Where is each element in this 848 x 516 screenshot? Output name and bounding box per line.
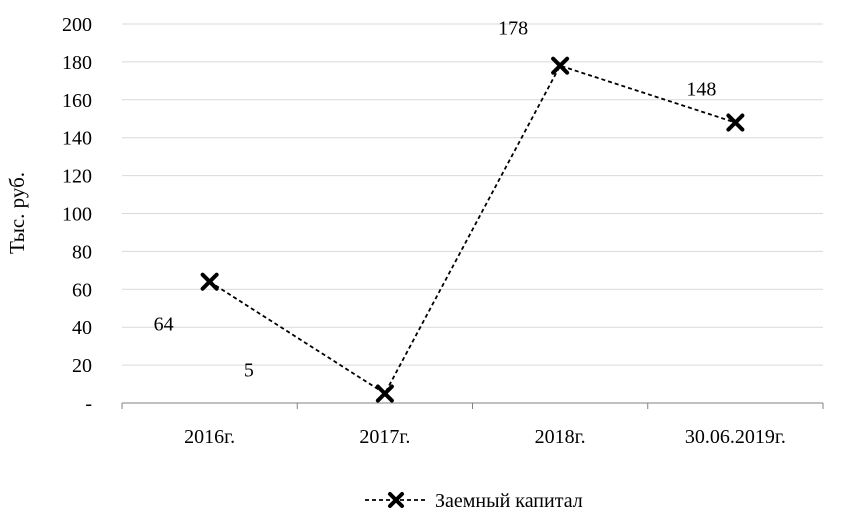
data-point-x-marker bbox=[726, 113, 745, 132]
y-tick-label: 20 bbox=[72, 355, 92, 377]
y-tick-label: 200 bbox=[62, 14, 92, 36]
data-label: 178 bbox=[498, 18, 528, 40]
y-tick-label: 180 bbox=[62, 52, 92, 74]
x-tick-label: 2018г. bbox=[535, 426, 586, 448]
x-tick-label: 30.06.2019г. bbox=[685, 426, 786, 448]
x-tick-label: 2016г. bbox=[184, 426, 235, 448]
y-tick-label: 160 bbox=[62, 90, 92, 112]
series-group bbox=[200, 56, 745, 403]
series-line bbox=[209, 64, 736, 395]
data-point-x-marker bbox=[200, 272, 219, 291]
legend-marker-x bbox=[388, 492, 404, 508]
data-labels: 64 5 178 148 bbox=[154, 18, 717, 382]
data-label: 64 bbox=[154, 314, 174, 336]
data-label: 5 bbox=[244, 360, 254, 382]
data-point-x-marker bbox=[551, 56, 570, 75]
y-axis-ticks: - 20 40 60 80 100 120 140 160 180 200 bbox=[62, 14, 92, 415]
legend-series-name: Заемный капитал bbox=[435, 490, 583, 512]
y-tick-label: 140 bbox=[62, 128, 92, 150]
y-tick-label: 40 bbox=[72, 317, 92, 339]
y-tick-label: - bbox=[85, 393, 92, 415]
legend: Заемный капитал bbox=[365, 490, 583, 512]
y-tick-label: 60 bbox=[72, 279, 92, 301]
y-tick-label: 100 bbox=[62, 204, 92, 226]
data-label: 148 bbox=[686, 79, 716, 101]
x-axis-ticks: 2016г. 2017г. 2018г. 30.06.2019г. bbox=[121, 403, 824, 448]
data-point-x-marker bbox=[375, 384, 394, 403]
x-tick-label: 2017г. bbox=[359, 426, 410, 448]
y-tick-label: 120 bbox=[62, 166, 92, 188]
grid-lines bbox=[122, 23, 823, 366]
legend-x-marker-icon bbox=[388, 492, 404, 508]
y-axis-title: Тыс. руб. bbox=[5, 172, 29, 254]
y-tick-label: 80 bbox=[72, 241, 92, 263]
